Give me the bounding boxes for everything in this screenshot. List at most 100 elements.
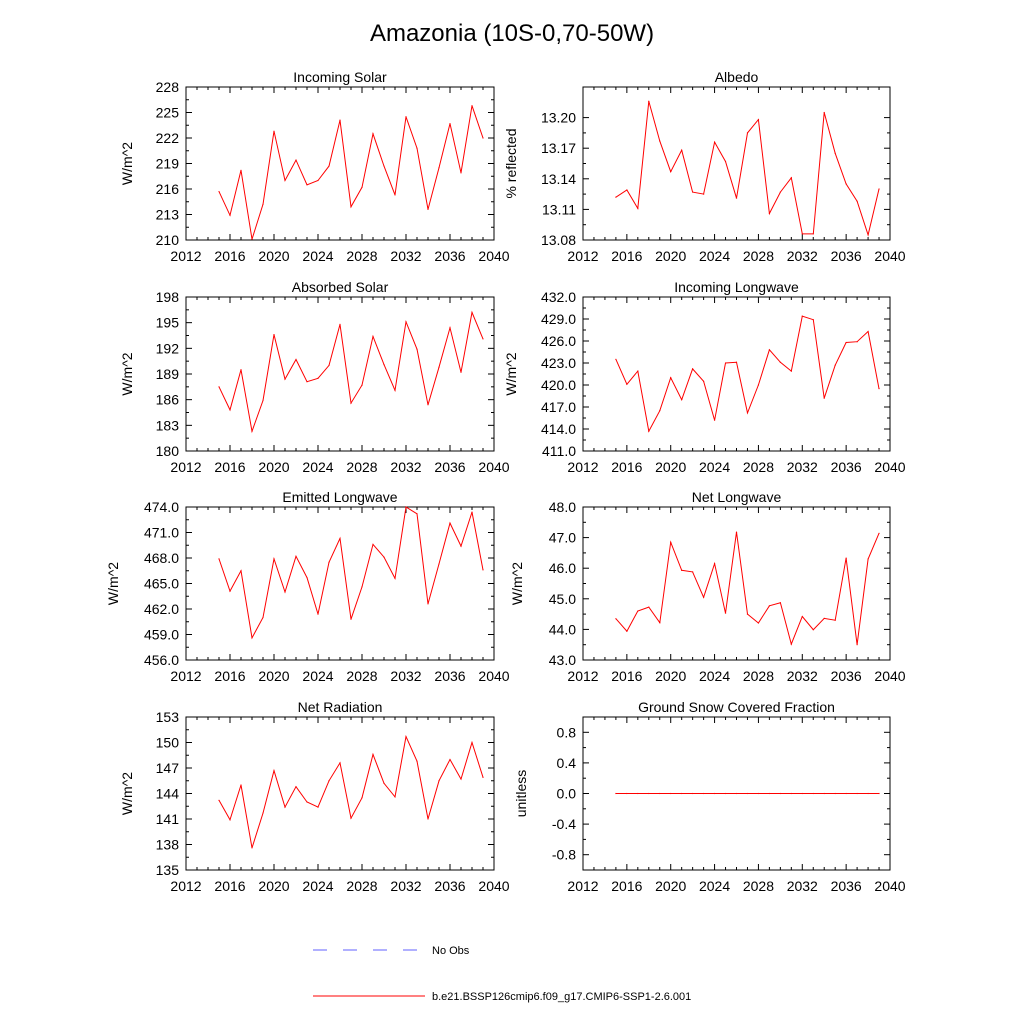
y-tick-label: 0.4 xyxy=(557,755,577,771)
x-tick-label: 2036 xyxy=(831,668,862,684)
panel-6: Net Radiation 2012 2016 2020 2024 2028 2032 203… xyxy=(119,699,510,894)
data-point xyxy=(878,792,880,795)
data-point xyxy=(372,753,374,756)
data-point xyxy=(637,370,639,372)
data-point xyxy=(812,792,814,795)
y-tick-label: 471.0 xyxy=(144,525,179,541)
data-point xyxy=(823,397,825,399)
x-tick-label: 2012 xyxy=(170,248,201,264)
data-point xyxy=(273,558,275,560)
x-tick-label: 2020 xyxy=(258,668,289,684)
y-tick-label: -0.8 xyxy=(552,847,576,863)
plot-frame xyxy=(185,86,495,241)
x-tick-label: 2024 xyxy=(699,459,730,475)
data-point xyxy=(834,152,836,154)
data-point xyxy=(284,591,286,593)
data-point xyxy=(626,630,628,632)
data-point xyxy=(615,358,617,360)
data-point xyxy=(735,361,738,363)
data-point xyxy=(878,188,880,190)
panel-7: Ground Snow Covered Fraction 2012 2016 2020… xyxy=(513,699,906,894)
data-point xyxy=(306,576,308,579)
y-tick-label: 198 xyxy=(156,289,180,305)
y-axis-label: W/m^2 xyxy=(509,562,525,605)
data-point xyxy=(295,555,297,557)
y-tick-label: 13.14 xyxy=(541,171,576,187)
data-point xyxy=(845,183,847,185)
data-point xyxy=(449,522,451,524)
data-point xyxy=(834,792,836,795)
x-tick-label: 2020 xyxy=(655,459,686,475)
data-point xyxy=(626,189,628,191)
plot-frame xyxy=(582,506,891,661)
data-point xyxy=(648,606,650,608)
data-point xyxy=(670,792,672,795)
data-point xyxy=(757,384,760,386)
plot-frame xyxy=(185,296,495,452)
data-point xyxy=(273,130,275,132)
data-point xyxy=(692,792,694,795)
data-point xyxy=(713,419,716,421)
series-line xyxy=(218,734,484,849)
data-point xyxy=(460,172,462,174)
data-point xyxy=(648,100,650,102)
data-point xyxy=(867,792,869,795)
x-tick-label: 2024 xyxy=(302,459,333,475)
data-point xyxy=(460,371,462,373)
y-tick-label: 429.0 xyxy=(541,311,576,327)
data-point xyxy=(845,792,847,795)
plot-frame xyxy=(582,86,891,241)
panel-5: Net Longwave 2012 2016 2020 2024 2028 2032 2036… xyxy=(509,489,906,684)
data-point xyxy=(779,792,781,795)
data-point xyxy=(438,366,440,368)
data-point xyxy=(229,409,231,411)
x-tick-label: 2020 xyxy=(258,459,289,475)
data-point xyxy=(746,132,749,134)
data-point xyxy=(648,792,650,795)
x-tick-label: 2036 xyxy=(434,668,465,684)
data-point xyxy=(328,561,330,563)
data-point xyxy=(768,349,770,351)
data-point xyxy=(801,615,803,618)
data-point xyxy=(328,165,330,167)
data-point xyxy=(790,370,792,372)
y-axis-label: W/m^2 xyxy=(119,772,135,815)
data-point xyxy=(735,792,738,795)
data-point xyxy=(801,233,803,235)
data-point xyxy=(383,556,385,558)
data-point xyxy=(317,806,319,808)
data-point xyxy=(383,363,385,366)
y-tick-label: 456.0 xyxy=(144,652,179,668)
data-point xyxy=(427,818,429,820)
data-point xyxy=(262,812,264,814)
data-point xyxy=(372,133,374,135)
x-tick-label: 2036 xyxy=(831,248,862,264)
x-tick-label: 2020 xyxy=(655,668,686,684)
data-point xyxy=(713,141,716,143)
data-point xyxy=(779,191,781,193)
x-tick-label: 2040 xyxy=(478,459,509,475)
data-point xyxy=(460,545,462,547)
data-point xyxy=(350,402,352,404)
panel-0: Incoming Solar 2012 2016 2020 2024 2028 2032 20… xyxy=(119,69,510,264)
data-point xyxy=(218,190,220,193)
data-point xyxy=(229,214,231,216)
y-tick-label: 0.0 xyxy=(557,786,577,802)
data-point xyxy=(768,212,770,215)
y-tick-label: 153 xyxy=(156,709,180,725)
x-tick-label: 2032 xyxy=(390,459,421,475)
data-point xyxy=(339,762,341,764)
data-point xyxy=(626,792,628,795)
y-tick-label: 222 xyxy=(156,130,180,146)
data-point xyxy=(438,563,440,565)
figure-title: Amazonia (10S-0,70-50W) xyxy=(370,20,654,47)
x-tick-label: 2036 xyxy=(831,878,862,894)
y-tick-label: 468.0 xyxy=(144,550,179,566)
data-point xyxy=(482,569,484,571)
y-tick-label: 13.20 xyxy=(541,110,576,126)
x-tick-label: 2040 xyxy=(874,459,905,475)
plot-frame xyxy=(185,716,495,871)
panel-2: Absorbed Solar 2012 2016 2020 2024 2028 2032 20… xyxy=(119,279,510,475)
data-point xyxy=(768,792,770,795)
x-tick-label: 2028 xyxy=(743,878,774,894)
